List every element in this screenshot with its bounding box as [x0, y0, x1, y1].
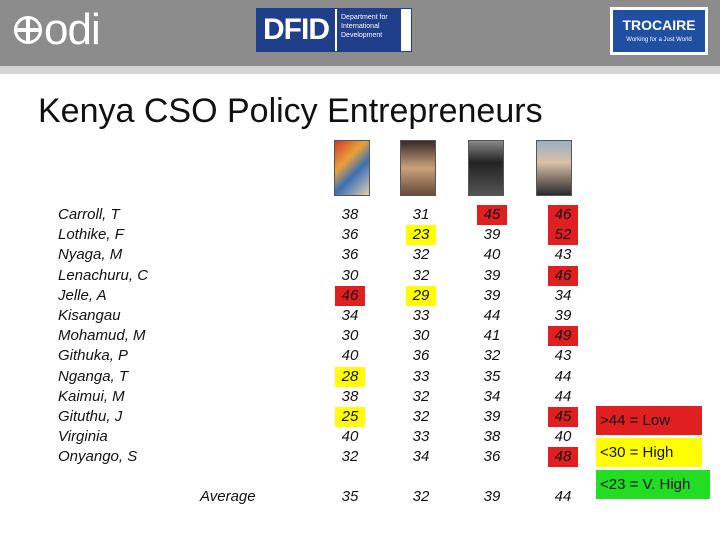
score-cell: 30 — [341, 327, 359, 345]
score-cell: 41 — [483, 327, 501, 345]
person-name: Carroll, T — [58, 206, 120, 223]
score-cell: 39 — [483, 407, 501, 425]
score-column-4: 46 52 43 46 34 39 49 43 44 44 45 40 48 — [548, 205, 578, 468]
score-cell: 46 — [548, 205, 578, 226]
legend-low: >44 = Low — [596, 406, 702, 435]
dfid-logo-mark: DFID — [257, 9, 335, 51]
score-cell: 49 — [548, 326, 578, 347]
odi-logo: odi — [14, 8, 101, 52]
score-cell: 34 — [554, 286, 572, 304]
page-title: Kenya CSO Policy Entrepreneurs — [38, 92, 543, 130]
score-cell: 34 — [483, 387, 501, 405]
score-cell: 32 — [341, 448, 359, 466]
score-cell: 40 — [483, 246, 501, 264]
score-cell: 44 — [554, 387, 572, 405]
score-cell: 46 — [335, 285, 365, 306]
score-cell: 40 — [341, 428, 359, 446]
score-cell: 38 — [341, 206, 359, 223]
header-bar: odi DFID Department for International De… — [0, 0, 720, 66]
score-cell: 36 — [341, 246, 359, 264]
score-cell: 34 — [341, 306, 359, 324]
score-cell: 39 — [483, 226, 501, 244]
score-cell: 23 — [406, 225, 436, 246]
person-name: Gituthu, J — [58, 408, 123, 426]
person-name: Nganga, T — [58, 367, 129, 385]
score-cell: 36 — [341, 226, 359, 244]
person-name: Kaimui, M — [58, 387, 125, 405]
score-cell: 32 — [412, 387, 430, 405]
score-cell: 52 — [548, 225, 578, 246]
score-cell: 38 — [341, 387, 359, 405]
score-cell: 32 — [412, 246, 430, 264]
dfid-logo: DFID Department for International Develo… — [256, 8, 412, 52]
legend-high: <30 = High — [596, 438, 702, 467]
people-list: Carroll, T Lothike, F Nyaga, M Lenachuru… — [58, 205, 148, 468]
average-value-2: 32 — [412, 488, 430, 505]
painting-icon — [334, 140, 370, 196]
score-cell: 32 — [412, 407, 430, 425]
person-name: Virginia — [58, 428, 108, 446]
person-name: Mohamud, M — [58, 327, 146, 345]
score-cell: 36 — [412, 347, 430, 365]
average-value-1: 35 — [341, 488, 359, 505]
person-name: Jelle, A — [58, 286, 107, 304]
score-cell: 48 — [548, 447, 578, 468]
score-cell: 40 — [554, 428, 572, 446]
score-cell: 39 — [483, 266, 501, 284]
score-column-1: 38 36 36 30 46 34 30 40 28 38 25 40 32 — [335, 205, 365, 467]
person-name: Githuka, P — [58, 347, 129, 365]
score-cell: 46 — [548, 265, 578, 286]
trocaire-logo: TROCAIRE Working for a Just World — [610, 7, 708, 55]
score-cell: 33 — [412, 306, 430, 324]
score-cell: 36 — [483, 448, 501, 466]
score-cell: 31 — [412, 206, 430, 223]
portrait-icon — [536, 140, 572, 196]
score-cell: 40 — [341, 347, 359, 365]
score-cell: 32 — [412, 266, 430, 284]
person-name: Onyango, S — [58, 448, 138, 466]
globe-icon — [14, 16, 42, 44]
score-cell: 33 — [412, 367, 430, 385]
dfid-logo-subtitle: Department for International Development — [337, 9, 401, 51]
score-cell: 43 — [554, 246, 572, 264]
legend-very-high: <23 = V. High — [596, 470, 710, 499]
score-column-3: 45 39 40 39 39 44 41 32 35 34 39 38 36 — [477, 205, 507, 467]
score-cell: 39 — [483, 286, 501, 304]
person-name: Kisangau — [58, 307, 121, 325]
score-cell: 44 — [554, 367, 572, 385]
score-cell: 34 — [412, 448, 430, 466]
score-cell: 25 — [335, 406, 365, 428]
score-cell: 30 — [412, 327, 430, 345]
score-cell: 33 — [412, 428, 430, 446]
person-name: Lenachuru, C — [58, 266, 149, 284]
score-cell: 43 — [554, 347, 572, 365]
score-cell: 38 — [483, 428, 501, 446]
score-cell: 32 — [483, 347, 501, 365]
average-value-3: 39 — [483, 488, 501, 505]
average-label: Average — [200, 488, 256, 505]
group-photo-icon — [468, 140, 504, 196]
person-name: Lothike, F — [58, 226, 124, 244]
score-cell: 44 — [483, 306, 501, 324]
score-cell: 39 — [554, 306, 572, 324]
score-column-2: 31 23 32 32 29 33 30 36 33 32 32 33 34 — [406, 205, 436, 467]
score-cell: 45 — [477, 205, 507, 226]
header-sub-bar — [0, 66, 720, 74]
average-value-4: 44 — [554, 488, 572, 505]
score-cell: 29 — [406, 285, 436, 306]
score-cell: 30 — [341, 266, 359, 284]
score-cell: 45 — [548, 406, 578, 428]
score-cell: 28 — [335, 366, 365, 387]
person-name: Nyaga, M — [58, 246, 123, 264]
score-cell: 35 — [483, 367, 501, 385]
crowd-photo-icon — [400, 140, 436, 196]
